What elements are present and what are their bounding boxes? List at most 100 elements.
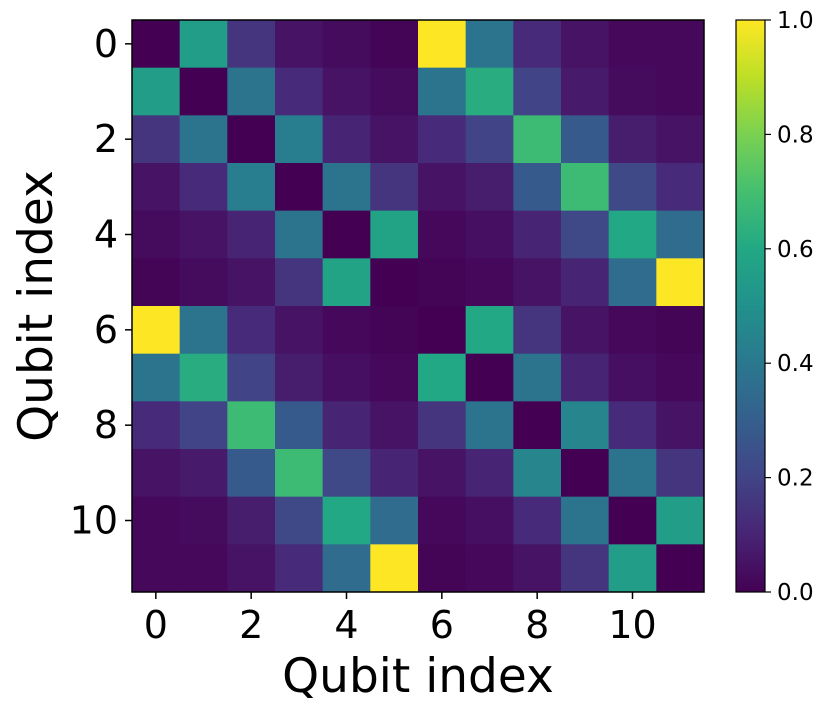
heatmap-cell bbox=[656, 20, 705, 69]
heatmap-cell bbox=[322, 20, 371, 69]
heatmap-cell bbox=[227, 449, 276, 498]
heatmap-cell bbox=[132, 353, 181, 402]
heatmap-cell bbox=[656, 115, 705, 164]
heatmap-cells bbox=[132, 20, 705, 593]
heatmap-cell bbox=[608, 306, 657, 355]
heatmap-cell bbox=[275, 258, 324, 307]
heatmap-cell bbox=[418, 496, 467, 545]
plot-frame bbox=[131, 19, 705, 593]
heatmap-cell bbox=[227, 258, 276, 307]
heatmap-cell bbox=[561, 163, 610, 212]
heatmap-cell bbox=[227, 163, 276, 212]
x-tick-label: 10 bbox=[608, 603, 656, 647]
heatmap-cell bbox=[227, 353, 276, 402]
heatmap-cell bbox=[227, 544, 276, 593]
heatmap-cell bbox=[608, 353, 657, 402]
colorbar-ticks: 0.0 0.2 0.4 0.6 0.8 1.0 bbox=[765, 8, 814, 606]
heatmap-cell bbox=[418, 306, 467, 355]
x-tick-label: 2 bbox=[239, 603, 263, 647]
heatmap-cell bbox=[513, 67, 562, 116]
heatmap-cell bbox=[132, 544, 181, 593]
heatmap-cell bbox=[370, 258, 419, 307]
heatmap-cell bbox=[132, 20, 181, 69]
heatmap-cell bbox=[132, 496, 181, 545]
heatmap-cell bbox=[370, 449, 419, 498]
heatmap-cell bbox=[227, 496, 276, 545]
heatmap-cell bbox=[561, 258, 610, 307]
heatmap-cell bbox=[370, 20, 419, 69]
heatmap-cell bbox=[275, 449, 324, 498]
heatmap-cell bbox=[513, 353, 562, 402]
heatmap-cell bbox=[179, 353, 228, 402]
y-tick-label: 2 bbox=[94, 117, 118, 161]
heatmap-cell bbox=[179, 258, 228, 307]
heatmap-cell bbox=[418, 163, 467, 212]
heatmap-cell bbox=[418, 67, 467, 116]
heatmap-cell bbox=[561, 353, 610, 402]
heatmap-cell bbox=[656, 449, 705, 498]
heatmap-cell bbox=[608, 401, 657, 450]
heatmap-cell bbox=[465, 449, 514, 498]
heatmap-cell bbox=[418, 401, 467, 450]
heatmap-cell bbox=[132, 210, 181, 259]
heatmap-cell bbox=[275, 544, 324, 593]
heatmap-cell bbox=[608, 210, 657, 259]
heatmap-cell bbox=[227, 306, 276, 355]
heatmap-cell bbox=[513, 163, 562, 212]
heatmap-cell bbox=[561, 496, 610, 545]
heatmap-cell bbox=[322, 449, 371, 498]
heatmap-cell bbox=[179, 401, 228, 450]
heatmap-cell bbox=[370, 401, 419, 450]
heatmap-cell bbox=[561, 449, 610, 498]
heatmap-cell bbox=[656, 306, 705, 355]
heatmap-cell bbox=[418, 20, 467, 69]
heatmap-cell bbox=[322, 353, 371, 402]
heatmap-cell bbox=[465, 353, 514, 402]
heatmap-cell bbox=[513, 306, 562, 355]
heatmap-cell bbox=[275, 67, 324, 116]
y-tick-label: 0 bbox=[94, 22, 118, 66]
heatmap-cell bbox=[132, 163, 181, 212]
x-tick-label: 4 bbox=[334, 603, 358, 647]
heatmap-cell bbox=[370, 544, 419, 593]
heatmap-cell bbox=[465, 115, 514, 164]
colorbar-tick-label: 0.2 bbox=[777, 466, 814, 492]
heatmap-cell bbox=[322, 496, 371, 545]
heatmap-cell bbox=[561, 210, 610, 259]
heatmap-cell bbox=[227, 67, 276, 116]
heatmap-cell bbox=[179, 496, 228, 545]
heatmap-cell bbox=[418, 544, 467, 593]
heatmap-cell bbox=[561, 544, 610, 593]
heatmap-cell bbox=[275, 401, 324, 450]
heatmap-cell bbox=[322, 210, 371, 259]
heatmap-cell bbox=[608, 20, 657, 69]
heatmap-cell bbox=[322, 544, 371, 593]
heatmap-cell bbox=[465, 258, 514, 307]
heatmap-cell bbox=[322, 67, 371, 116]
heatmap-cell bbox=[656, 353, 705, 402]
heatmap-cell bbox=[608, 449, 657, 498]
colorbar-frame bbox=[735, 19, 766, 593]
heatmap-cell bbox=[370, 115, 419, 164]
y-tick-label: 8 bbox=[94, 403, 118, 447]
heatmap-cell bbox=[370, 496, 419, 545]
x-tick-label: 8 bbox=[525, 603, 549, 647]
y-tick-label: 6 bbox=[94, 308, 118, 352]
heatmap-cell bbox=[465, 544, 514, 593]
heatmap-cell bbox=[179, 115, 228, 164]
x-tick-label: 6 bbox=[430, 603, 454, 647]
heatmap-cell bbox=[465, 67, 514, 116]
heatmap-cell bbox=[656, 210, 705, 259]
heatmap-cell bbox=[132, 67, 181, 116]
heatmap-cell bbox=[608, 67, 657, 116]
heatmap-cell bbox=[322, 163, 371, 212]
heatmap-cell bbox=[656, 258, 705, 307]
heatmap-cell bbox=[179, 163, 228, 212]
heatmap-cell bbox=[561, 67, 610, 116]
heatmap-cell bbox=[179, 449, 228, 498]
heatmap-cell bbox=[513, 496, 562, 545]
heatmap-cell bbox=[465, 401, 514, 450]
heatmap-cell bbox=[275, 163, 324, 212]
heatmap-cell bbox=[322, 115, 371, 164]
